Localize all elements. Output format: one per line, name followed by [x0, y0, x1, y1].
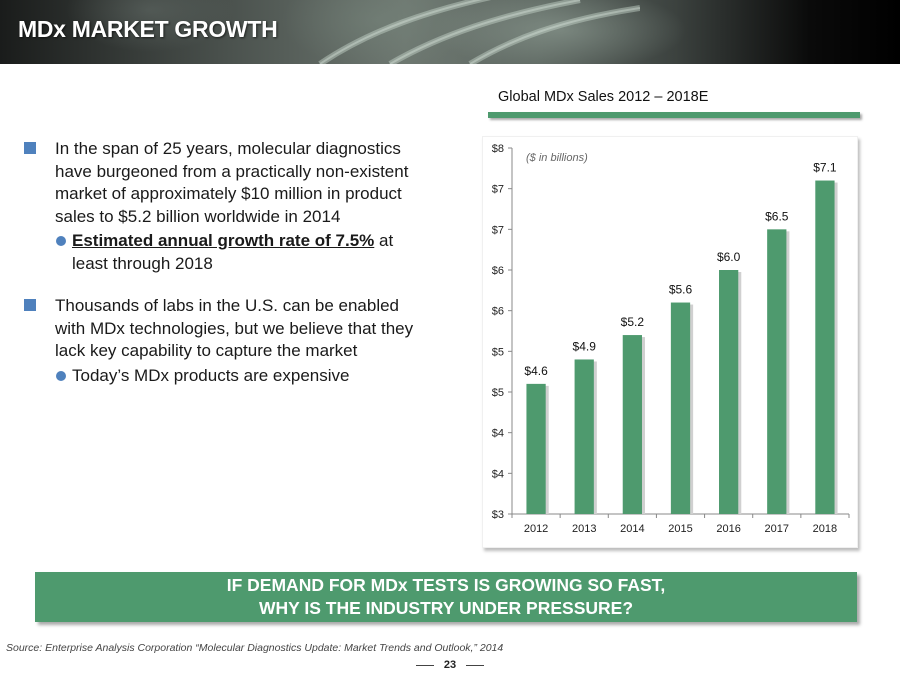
source-citation: Source: Enterprise Analysis Corporation … — [6, 642, 504, 654]
bar-2018 — [815, 180, 835, 514]
data-label: $4.9 — [573, 339, 597, 353]
x-tick-label: 2012 — [524, 523, 548, 535]
y-tick-label: $7 — [492, 184, 504, 196]
data-label: $6.0 — [717, 250, 741, 264]
data-label: $7.1 — [813, 161, 837, 175]
sub-bullet-item: Today’s MDx products are expensive — [38, 365, 418, 388]
callout-banner: IF DEMAND FOR MDx TESTS IS GROWING SO FA… — [35, 572, 857, 622]
page-number-value: 23 — [443, 659, 457, 671]
data-label: $5.6 — [669, 283, 693, 297]
bar-2017 — [767, 229, 787, 514]
bullet-list: In the span of 25 years, molecular diagn… — [24, 138, 418, 388]
page-number-dash — [466, 664, 485, 666]
bullet-text: In the span of 25 years, molecular diagn… — [55, 139, 409, 226]
sub-bullet-text: at least through 2018 — [72, 231, 394, 273]
page-number-dash — [415, 664, 434, 666]
square-bullet-icon — [24, 142, 36, 154]
header-banner: MDx MARKET GROWTH — [0, 0, 900, 64]
y-tick-label: $4 — [492, 428, 504, 440]
y-tick-label: $6 — [492, 306, 504, 318]
x-tick-label: 2013 — [572, 523, 596, 535]
bullet-item: Thousands of labs in the U.S. can be ena… — [24, 295, 418, 363]
data-label: $6.5 — [765, 209, 789, 223]
growth-rate-emphasis: Estimated annual growth rate of 7.5% — [72, 231, 375, 250]
circle-bullet-icon — [56, 236, 66, 246]
bar-2016 — [719, 270, 739, 514]
sub-bullet-item: Estimated annual growth rate of 7.5% at … — [38, 230, 418, 275]
bullet-item: In the span of 25 years, molecular diagn… — [24, 138, 418, 228]
y-tick-label: $7 — [492, 224, 504, 236]
bullet-text: Thousands of labs in the U.S. can be ena… — [55, 296, 414, 360]
x-tick-label: 2014 — [620, 523, 644, 535]
y-tick-label: $4 — [492, 468, 504, 480]
x-tick-label: 2015 — [668, 523, 692, 535]
page-title: MDx MARKET GROWTH — [18, 16, 278, 42]
callout-line-1: IF DEMAND FOR MDx TESTS IS GROWING SO FA… — [226, 575, 666, 595]
data-label: $5.2 — [621, 315, 645, 329]
x-tick-label: 2018 — [813, 523, 837, 535]
y-tick-label: $6 — [492, 265, 504, 277]
square-bullet-icon — [24, 299, 36, 311]
y-tick-label: $3 — [492, 509, 504, 521]
chart-heading-rule — [488, 112, 860, 118]
bar-chart: ($ in billions) $3 $4 $4 $5 $5 $6 $6 $7 $7 $8 $4.… — [492, 143, 850, 535]
bar-2013 — [574, 359, 594, 514]
bar-2012 — [526, 383, 546, 514]
y-tick-label: $5 — [492, 387, 504, 399]
unit-annotation: ($ in billions) — [526, 152, 588, 164]
chart-heading: Global MDx Sales 2012 – 2018E — [498, 89, 709, 105]
y-tick-label: $5 — [492, 346, 504, 358]
circle-bullet-icon — [56, 370, 66, 381]
x-tick-label: 2016 — [716, 523, 740, 535]
bar-2014 — [622, 335, 642, 514]
data-label: $4.6 — [524, 364, 548, 378]
callout-line-2: WHY IS THE INDUSTRY UNDER PRESSURE? — [258, 598, 634, 618]
sub-bullet-text: Today’s MDx products are expensive — [72, 365, 350, 385]
bar-2015 — [670, 302, 691, 514]
x-tick-label: 2017 — [765, 523, 789, 535]
page-number: 23 — [0, 659, 900, 671]
y-tick-label: $8 — [492, 143, 504, 155]
dna-helix-image — [318, 0, 640, 64]
